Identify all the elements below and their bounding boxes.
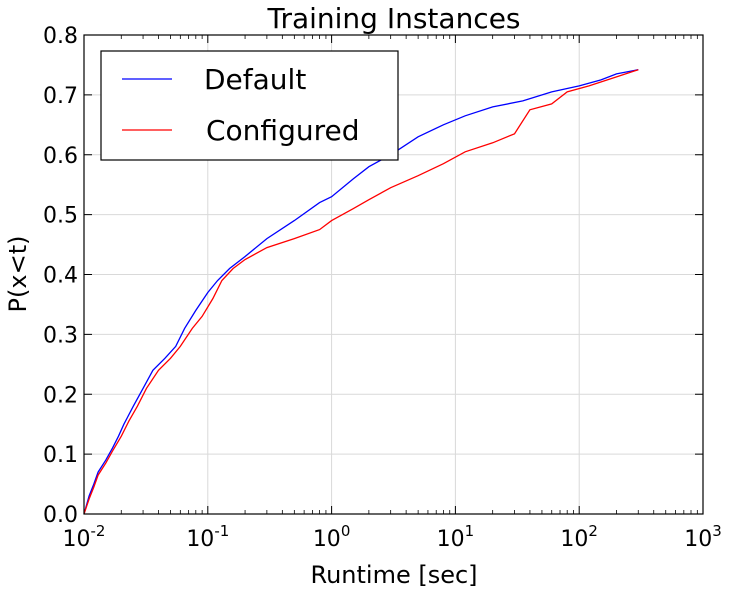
ticks <box>83 34 704 515</box>
y-tick-label: 0.1 <box>43 443 78 468</box>
x-axis-label: Runtime [sec] <box>310 561 477 589</box>
y-tick-label: 0.3 <box>43 323 78 348</box>
y-tick-label: 0.2 <box>43 383 78 408</box>
x-tick-label: 100 <box>313 522 351 552</box>
x-tick-label: 10-1 <box>186 522 229 552</box>
y-tick-label: 0.5 <box>43 204 78 229</box>
y-tick-labels: 0.0 0.1 0.2 0.3 0.4 0.5 0.6 0.7 0.8 <box>43 24 78 528</box>
x-tick-labels: 10-2 10-1 100 101 102 103 <box>63 522 722 552</box>
series-layer <box>83 69 639 515</box>
x-tick-label: 102 <box>560 522 598 552</box>
chart-title: Training Instances <box>266 2 520 35</box>
x-tick-label: 10-2 <box>63 522 106 552</box>
y-tick-label: 0.4 <box>43 264 78 289</box>
y-tick-label: 0.0 <box>43 503 78 528</box>
legend: Default Configured <box>100 50 399 161</box>
y-tick-label: 0.6 <box>43 144 78 169</box>
legend-entries: Default Configured <box>122 63 359 147</box>
x-tick-label: 101 <box>437 522 475 552</box>
y-axis-label: P(x<t) <box>4 236 32 313</box>
series-line-configured <box>83 69 639 515</box>
series-line-default <box>83 69 639 515</box>
legend-label-default: Default <box>204 63 306 96</box>
legend-box <box>100 50 399 161</box>
y-tick-label: 0.8 <box>43 24 78 49</box>
legend-label-configured: Configured <box>206 114 359 147</box>
x-tick-label: 103 <box>684 522 722 552</box>
y-tick-label: 0.7 <box>43 84 78 109</box>
